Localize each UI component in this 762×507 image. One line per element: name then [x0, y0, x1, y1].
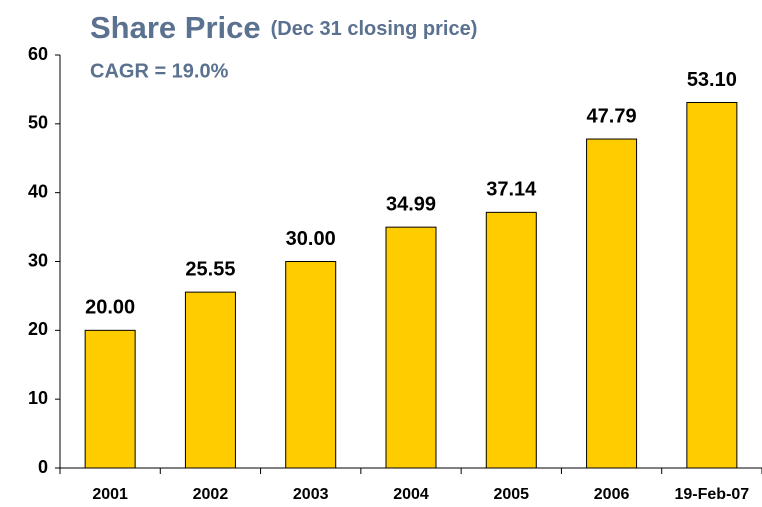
x-tick-label: 19-Feb-07: [675, 486, 750, 503]
x-tick-label: 2004: [393, 486, 429, 503]
y-tick-label: 30: [28, 250, 48, 270]
chart-subtitle: CAGR = 19.0%: [90, 60, 229, 82]
x-tick-label: 2001: [92, 486, 128, 503]
bar: [285, 261, 337, 469]
y-tick-label: 50: [28, 113, 48, 133]
value-label: 34.99: [386, 193, 436, 215]
x-tick-label: 2005: [493, 486, 529, 503]
bar: [686, 101, 738, 469]
x-tick-label: 2003: [293, 486, 329, 503]
x-tick-label: 2002: [193, 486, 229, 503]
value-label: 20.00: [85, 297, 135, 319]
y-tick-label: 20: [28, 319, 48, 339]
value-label: 30.00: [286, 228, 336, 250]
y-tick-label: 0: [38, 457, 48, 477]
value-label: 37.14: [486, 179, 537, 201]
value-label: 25.55: [185, 258, 235, 280]
y-tick-label: 60: [28, 44, 48, 64]
y-tick-label: 10: [28, 388, 48, 408]
bar: [84, 329, 136, 469]
x-tick-label: 2006: [594, 486, 630, 503]
chart-title: Share Price (Dec 31 closing price): [90, 10, 477, 45]
value-label: 53.10: [687, 69, 737, 91]
value-label: 47.79: [587, 105, 637, 127]
bar: [586, 138, 638, 469]
bar: [184, 291, 236, 469]
bar: [385, 226, 437, 469]
y-tick-label: 40: [28, 181, 48, 201]
bar: [485, 211, 537, 469]
